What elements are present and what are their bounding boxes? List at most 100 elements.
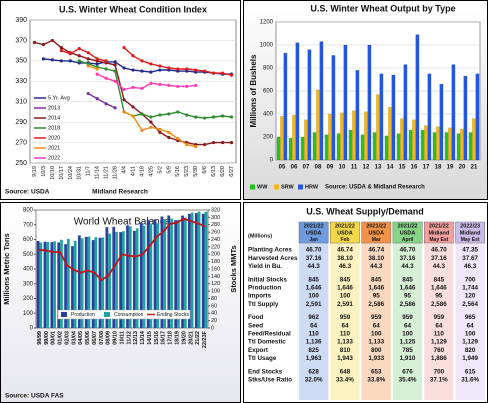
cell: 1,910 (400, 355, 416, 362)
cell: 95 (373, 293, 381, 300)
x-tick-label: 12/13 (133, 331, 139, 345)
row-label: Yield in Bu. (248, 263, 282, 270)
bar (108, 233, 111, 328)
x-tick-label: 10/10 (50, 166, 56, 180)
x-tick-label: 4/18 (139, 166, 145, 177)
point (104, 67, 108, 71)
bar (190, 212, 194, 328)
point (185, 67, 189, 71)
y-tick-label: 800 (23, 208, 34, 214)
x-tick-label: 6/13 (211, 166, 217, 177)
point (203, 225, 206, 228)
column-source: USDA (368, 230, 384, 236)
cell: 1,943 (337, 355, 353, 362)
cell: 760 (434, 347, 445, 354)
x-tick-label: 6/6 (202, 166, 208, 174)
cell: 46.74 (337, 247, 353, 254)
bar (316, 89, 320, 161)
point (113, 63, 117, 67)
source: Source: USDA FAS (5, 393, 64, 400)
cell: 1,886 (431, 355, 447, 362)
legend-label: WW (257, 184, 268, 190)
cell: 1,963 (306, 355, 322, 362)
bar (183, 217, 187, 328)
chart-title: World Wheat Balance (74, 217, 171, 228)
bar (101, 237, 105, 328)
chart-title: U.S. Winter Wheat Condition Index (59, 4, 207, 14)
cell: 100 (465, 330, 476, 337)
cell: 628 (308, 368, 319, 375)
bar (160, 216, 164, 328)
point (121, 253, 123, 256)
bar (283, 52, 288, 161)
cell: 44.3 (433, 263, 446, 270)
cell: 110 (434, 330, 445, 337)
bar (135, 228, 139, 328)
column-year: 2021/22 (335, 223, 355, 229)
column-month: Feb (341, 237, 350, 243)
x-tick-label: 4/11 (130, 166, 136, 176)
point (149, 62, 153, 66)
y-tick-label: 1000 (260, 43, 274, 49)
point (176, 221, 179, 224)
x-tick-label: 4/4 (121, 166, 127, 174)
cell: 648 (340, 368, 351, 375)
y-tick-label: 400 (263, 112, 274, 118)
cell: 1,129 (462, 339, 478, 346)
cell: 653 (371, 368, 382, 375)
cell: 2,586 (431, 301, 447, 308)
x-tick-label: 18 (435, 165, 442, 171)
bar (331, 55, 336, 161)
column-header (392, 221, 423, 244)
x-tick-label: 10/31 (77, 166, 83, 180)
source: Source: USDA & Midland Research (325, 185, 425, 191)
bar (53, 241, 56, 328)
point (86, 269, 89, 272)
row-label: Export (248, 347, 269, 354)
x-tick-label: 09/10 (113, 331, 119, 345)
cell: 2,586 (400, 301, 416, 308)
bar (307, 49, 312, 161)
point (41, 57, 46, 61)
bar (388, 106, 392, 161)
x-tick-label: 20/21 (188, 331, 194, 345)
x-tick-label: 05 (279, 165, 286, 171)
point (50, 58, 54, 62)
cell: 1,133 (337, 339, 353, 346)
bar (340, 112, 344, 161)
point (140, 86, 144, 91)
bar (133, 230, 136, 328)
y2-axis-label: Stocks MMTs (229, 245, 238, 292)
bar (336, 133, 341, 161)
bar (348, 129, 353, 161)
cell: 959 (434, 314, 445, 321)
bar (43, 241, 47, 328)
point (149, 115, 153, 119)
cell: 37.16 (400, 255, 416, 262)
legend-swatch (250, 184, 255, 190)
cell: 2,586 (368, 301, 384, 308)
x-tick-label: 6/20 (220, 166, 226, 177)
cell: 1,136 (306, 339, 322, 346)
bar (436, 126, 440, 161)
cell: 64 (404, 322, 412, 329)
point (104, 76, 108, 80)
y2-tick-label: 220 (211, 244, 220, 250)
column-band (424, 222, 454, 400)
bar (36, 240, 40, 328)
column-source: Midland (460, 230, 481, 236)
bar (456, 133, 461, 161)
legend-label: 2014 (48, 115, 60, 121)
point (167, 130, 171, 134)
bar (328, 113, 332, 161)
y-tick-label: 400 (23, 267, 34, 273)
x-tick-label: 21 (471, 165, 478, 171)
x-tick-label: 6/27 (229, 166, 235, 177)
y2-tick-label: 100 (211, 289, 220, 295)
x-tick-label: 06/07 (92, 331, 98, 345)
bar (188, 213, 191, 328)
cell: 1,646 (337, 284, 353, 291)
y2-tick-label: 160 (211, 266, 220, 272)
point (107, 274, 110, 277)
x-tick-label: 16/17 (161, 331, 167, 345)
